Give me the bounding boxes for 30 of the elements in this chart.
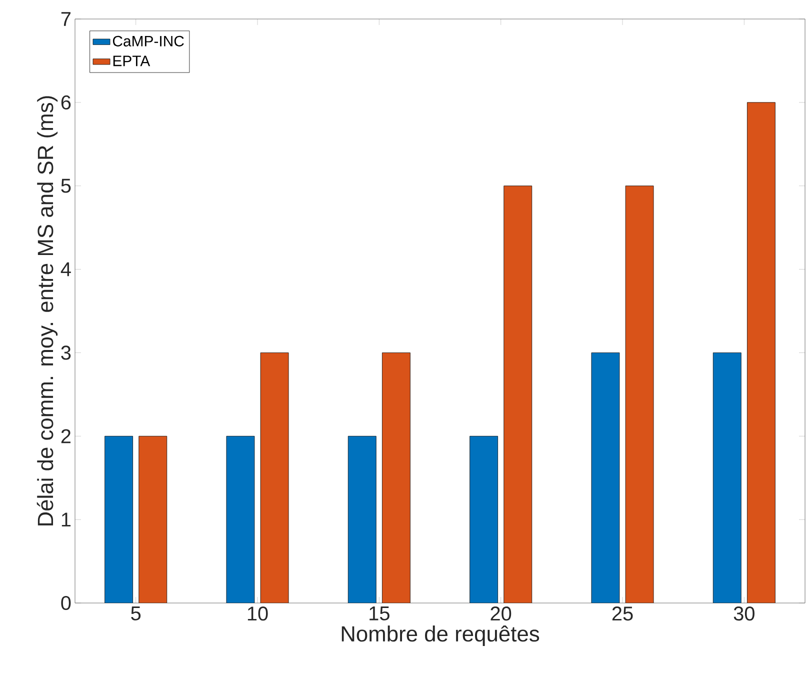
- x-axis-title: Nombre de requêtes: [342, 625, 540, 646]
- y-tick-label: 4: [60, 262, 71, 276]
- bar: [348, 436, 376, 603]
- bar: [104, 436, 133, 603]
- x-tick-label: 10: [248, 606, 268, 621]
- y-tick-label: 5: [61, 178, 71, 193]
- x-tick-label: 15: [370, 606, 390, 620]
- x-tick-label: 25: [612, 606, 633, 621]
- bar: [504, 186, 532, 603]
- bar: [260, 352, 289, 603]
- bar: [747, 102, 776, 603]
- x-tick-label: 30: [734, 606, 754, 621]
- x-tick-label: 5: [131, 606, 141, 620]
- y-tick-label: 3: [61, 346, 71, 360]
- bar: [226, 436, 255, 603]
- bar: [712, 352, 742, 603]
- bar: [470, 436, 498, 603]
- y-tick-label: 1: [62, 512, 71, 526]
- y-axis-title: Délai de comm. moy. entre MS and SR (ms): [36, 96, 58, 526]
- bar: [138, 436, 168, 603]
- y-tick-label: 6: [61, 95, 71, 110]
- x-tick-label: 20: [490, 606, 512, 621]
- y-tick-label: 0: [61, 596, 71, 610]
- bar: [382, 352, 410, 603]
- bar: [591, 352, 620, 603]
- y-tick-label: 7: [61, 12, 70, 26]
- y-tick-label: 2: [61, 429, 70, 444]
- legend-label: EPTA: [113, 56, 150, 66]
- bar: [625, 186, 654, 603]
- legend-label: CaMP-INC: [112, 36, 184, 46]
